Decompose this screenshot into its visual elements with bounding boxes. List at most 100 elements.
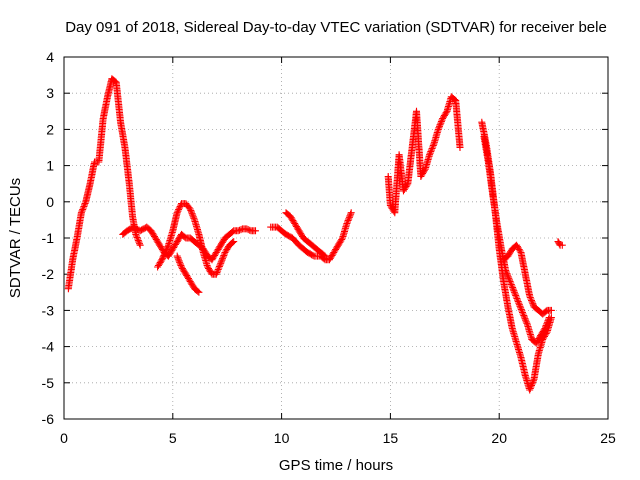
data-point — [173, 252, 181, 260]
data-point — [502, 268, 510, 276]
data-point — [346, 212, 354, 220]
data-point — [252, 227, 259, 235]
data-point — [205, 264, 212, 272]
data-point — [333, 243, 341, 251]
data-point — [185, 204, 193, 212]
data-point — [189, 211, 197, 219]
data-point — [215, 264, 223, 272]
data-point — [344, 216, 352, 224]
data-point — [213, 269, 221, 277]
data-point — [506, 276, 513, 284]
data-point — [522, 316, 530, 324]
data-point — [503, 270, 511, 278]
y-tick-label: -5 — [42, 375, 55, 391]
data-point — [514, 296, 521, 304]
data-point — [188, 208, 195, 216]
data-point — [172, 239, 180, 247]
data-point — [79, 206, 87, 214]
series-track-e — [267, 209, 355, 264]
data-point — [519, 310, 527, 318]
grid-lines — [64, 57, 608, 419]
data-point — [81, 201, 88, 209]
data-point — [229, 239, 237, 246]
y-tick-label: -3 — [42, 302, 55, 318]
data-point — [429, 143, 437, 151]
data-point — [136, 241, 144, 249]
data-point — [161, 249, 169, 256]
data-point — [150, 231, 158, 239]
data-point — [436, 121, 444, 129]
data-point — [435, 124, 443, 132]
data-point — [187, 207, 195, 215]
data-point — [219, 253, 227, 261]
data-point — [246, 226, 254, 234]
data-point — [428, 145, 436, 152]
series-track-d — [173, 252, 203, 296]
data-point — [417, 173, 425, 180]
y-tick-label: 3 — [46, 85, 54, 101]
data-point — [286, 212, 294, 220]
data-point — [427, 146, 435, 154]
data-point — [402, 183, 410, 191]
data-point — [543, 318, 551, 326]
series-track-j — [500, 241, 555, 318]
data-point — [520, 313, 528, 321]
data-point — [456, 144, 464, 151]
data-point — [158, 256, 166, 264]
data-point — [558, 241, 566, 249]
data-point — [337, 237, 345, 245]
data-point — [543, 320, 551, 328]
data-point — [504, 273, 512, 281]
data-point — [167, 248, 175, 256]
data-point — [175, 257, 183, 265]
data-point — [188, 210, 196, 218]
x-tick-label: 10 — [274, 430, 290, 446]
data-point — [80, 203, 88, 210]
data-point — [437, 118, 445, 126]
data-point — [236, 226, 243, 234]
data-point — [426, 149, 434, 157]
data-point — [547, 306, 555, 314]
series-track-c — [154, 200, 238, 278]
data-point — [420, 168, 427, 176]
data-point — [237, 226, 245, 234]
data-point — [164, 243, 172, 251]
data-point — [152, 235, 160, 243]
data-point — [154, 263, 162, 271]
y-tick-label: 0 — [46, 194, 54, 210]
data-point — [519, 309, 526, 316]
data-point — [511, 290, 519, 298]
data-point — [175, 206, 183, 214]
data-point — [217, 258, 225, 266]
data-point — [174, 255, 182, 263]
data-point — [514, 243, 521, 251]
data-point — [166, 249, 174, 257]
data-point — [517, 305, 525, 313]
data-point — [509, 284, 517, 292]
data-point — [185, 275, 192, 282]
data-point — [512, 293, 520, 301]
data-point — [526, 292, 534, 300]
data-point — [535, 335, 543, 343]
data-point — [174, 207, 182, 215]
y-tick-label: 4 — [46, 49, 54, 65]
data-point — [505, 274, 513, 282]
data-point — [542, 323, 549, 331]
data-point — [434, 125, 442, 133]
data-point — [162, 247, 170, 255]
data-point — [555, 240, 563, 248]
data-point — [516, 302, 524, 310]
data-point — [176, 203, 184, 211]
y-tick-label: -4 — [42, 339, 55, 355]
data-point — [178, 263, 185, 271]
x-tick-label: 25 — [600, 430, 616, 446]
data-point — [222, 247, 230, 255]
data-point — [509, 285, 517, 293]
data-point — [218, 256, 226, 264]
data-point — [173, 209, 181, 217]
data-point — [292, 222, 300, 230]
data-point — [212, 270, 220, 278]
data-point — [169, 245, 177, 253]
data-point — [291, 220, 299, 227]
data-point — [163, 246, 170, 254]
